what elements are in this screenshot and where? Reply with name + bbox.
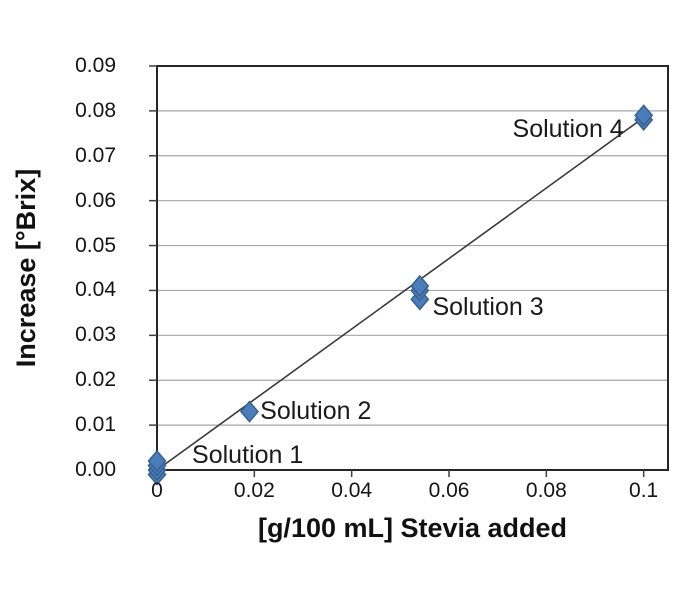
x-tick-label: 0.04 [331,479,373,502]
x-tick-label: 0.1 [629,479,659,502]
x-tick-label: 0 [151,479,163,502]
y-tick-label: 0.04 [75,278,116,302]
y-tick-label: 0.00 [75,458,116,481]
x-tick-label: 0.06 [428,479,470,502]
y-tick-label: 0.05 [75,233,116,257]
y-tick-label: 0.02 [75,368,116,392]
plot-border [156,65,669,471]
y-tick-label: 0.09 [75,54,116,77]
data-point-marker [147,449,167,473]
y-axis-title: Increase [°Brix] [11,168,41,368]
point-label: Solution 3 [432,293,544,322]
x-tick-label: 0.02 [233,479,275,502]
y-tick-label: 0.01 [75,413,116,437]
point-label: Solution 4 [512,115,624,144]
data-point-marker [239,400,259,423]
x-tick-label: 0.08 [525,479,567,502]
data-point-marker [410,274,430,298]
y-tick-label: 0.06 [75,188,116,212]
y-tick-label: 0.08 [75,98,116,122]
data-point-marker [634,104,654,127]
trendline [156,113,650,471]
y-tick-label: 0.03 [75,323,116,347]
x-axis-title: [g/100 mL] Stevia added [257,513,568,543]
point-label: Solution 1 [192,441,304,470]
y-tick-label: 0.07 [75,143,116,167]
point-label: Solution 2 [260,397,372,426]
